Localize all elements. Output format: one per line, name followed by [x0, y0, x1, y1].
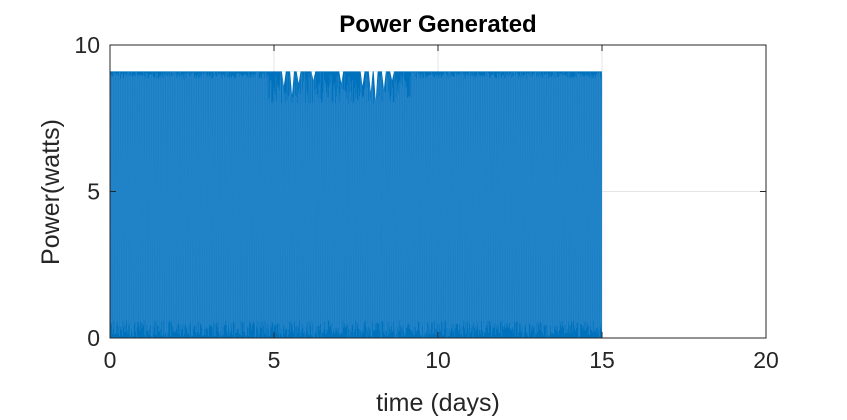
peak-dip: [281, 71, 286, 87]
x-tick-label: 0: [104, 347, 117, 373]
y-tick-label: 0: [87, 325, 100, 351]
x-tick-label: 15: [589, 347, 615, 373]
peak-dip: [360, 71, 365, 87]
peak-dip: [296, 71, 301, 84]
series-line: [109, 71, 603, 339]
peak-dip: [373, 71, 378, 101]
x-axis-label: time (days): [376, 389, 500, 417]
x-tick-label: 20: [753, 347, 779, 373]
peak-dip: [368, 71, 373, 92]
peak-dip: [311, 71, 316, 81]
y-axis-label: Power(watts): [37, 119, 65, 265]
peak-dip: [339, 71, 344, 84]
ticks: 0 5 10 15 20 0 5 10: [74, 32, 778, 373]
peak-dip: [390, 71, 395, 81]
series-layer: [109, 71, 603, 339]
peak-dip: [381, 71, 386, 89]
chart-title: Power Generated: [339, 11, 536, 38]
x-tick-label: 10: [425, 347, 451, 373]
y-tick-label: 5: [87, 179, 100, 205]
peak-dip: [290, 71, 295, 95]
y-tick-label: 10: [74, 32, 100, 58]
x-tick-label: 5: [268, 347, 281, 373]
